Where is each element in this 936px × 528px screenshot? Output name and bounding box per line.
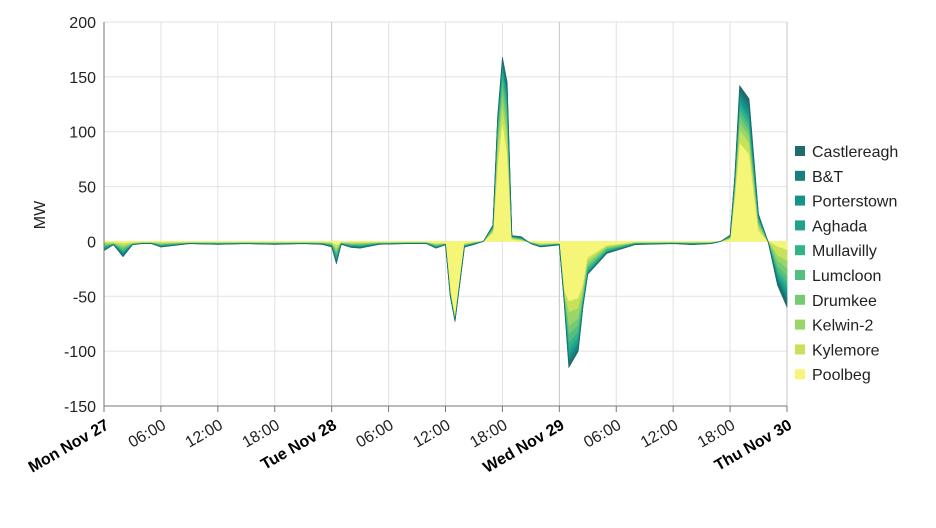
- x-tick-label: 18:00: [240, 417, 283, 452]
- legend-label: Kylemore: [812, 342, 880, 359]
- y-tick-label: -150: [64, 399, 96, 416]
- y-axis-label: MW: [32, 200, 49, 229]
- y-tick-label: 200: [69, 15, 96, 32]
- legend-swatch: [795, 270, 805, 280]
- x-tick-label: 06:00: [126, 417, 169, 452]
- area-castlereagh: [103, 56, 788, 368]
- y-tick-label: -50: [73, 289, 96, 306]
- legend-label: Drumkee: [812, 293, 877, 310]
- y-tick-label: 100: [69, 125, 96, 142]
- x-tick-label: 06:00: [581, 417, 624, 452]
- x-tick-label: 12:00: [410, 417, 453, 452]
- y-tick-label: 0: [87, 234, 96, 251]
- x-tick-label: 18:00: [695, 417, 738, 452]
- legend-label: Aghada: [812, 218, 867, 235]
- legend-swatch: [795, 369, 805, 380]
- legend-label: Lumcloon: [812, 268, 881, 285]
- x-tick-label: 06:00: [353, 417, 396, 452]
- x-tick-label: 12:00: [638, 417, 681, 452]
- legend-swatch: [795, 344, 805, 355]
- legend-label: Poolbeg: [812, 367, 871, 384]
- legend-label: B&T: [812, 169, 843, 186]
- legend-swatch: [795, 319, 805, 330]
- grid: [103, 21, 788, 407]
- legend-label: Castlereagh: [812, 144, 898, 161]
- legend-label: Mullavilly: [812, 243, 877, 260]
- legend-swatch: [795, 294, 805, 305]
- legend-swatch: [795, 220, 805, 231]
- legend-swatch: [795, 195, 805, 206]
- x-tick-label: Mon Nov 27: [26, 417, 112, 477]
- x-tick-label: 12:00: [183, 417, 226, 452]
- y-tick-label: 50: [78, 180, 96, 197]
- legend-label: Kelwin-2: [812, 318, 873, 335]
- x-tick-label: 18:00: [467, 417, 510, 452]
- legend: Castlereagh B&T Porterstown Aghada Mullavill…: [795, 144, 898, 384]
- legend-label: Porterstown: [812, 194, 897, 211]
- stacked-areas: [103, 56, 788, 368]
- y-tick-label: -100: [64, 344, 96, 361]
- y-tick-label: 150: [69, 70, 96, 87]
- legend-swatch: [795, 245, 805, 256]
- legend-swatch: [795, 170, 805, 181]
- legend-swatch: [795, 146, 805, 156]
